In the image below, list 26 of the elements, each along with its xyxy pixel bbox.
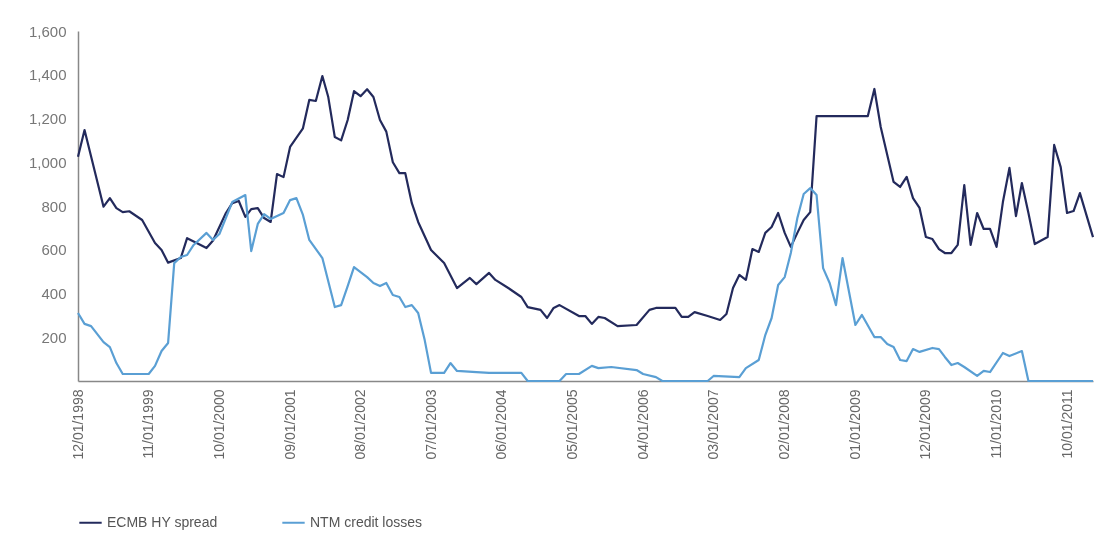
x-tick-label: 06/01/2004: [493, 389, 510, 460]
x-tick-label: 11/01/1999: [140, 389, 157, 459]
x-tick-label: 12/01/1998: [69, 389, 86, 460]
x-tick-label: 03/01/2007: [705, 389, 722, 460]
x-tick-label: 11/01/2010: [988, 389, 1005, 459]
y-tick-label: 800: [41, 197, 67, 215]
x-tick-label: 07/01/2003: [422, 389, 439, 460]
x-tick-label: 08/01/2002: [352, 389, 369, 460]
y-tick-label: 1,400: [28, 66, 67, 84]
y-tick-label: 200: [41, 328, 67, 346]
x-tick-label: 05/01/2005: [563, 389, 580, 460]
x-tick-label: 04/01/2006: [634, 389, 651, 460]
y-tick-label: 600: [41, 241, 67, 259]
y-tick-label: 1,600: [28, 22, 67, 40]
x-tick-label: 02/01/2008: [776, 389, 793, 460]
x-tick-label: 10/01/2011: [1058, 389, 1075, 459]
line-series: [76, 74, 1095, 328]
y-tick-label: 1,200: [28, 110, 67, 127]
legend-label: ECMB HY spread: [107, 513, 218, 530]
y-tick-label: 400: [41, 285, 67, 302]
x-tick-label: 12/01/2009: [917, 389, 934, 460]
y-tick-label: 1,000: [28, 153, 67, 171]
legend-label: NTM credit losses: [310, 513, 423, 530]
x-tick-label: 10/01/2000: [210, 389, 227, 460]
x-tick-label: 01/01/2009: [846, 389, 863, 460]
x-tick-label: 09/01/2001: [281, 389, 298, 460]
